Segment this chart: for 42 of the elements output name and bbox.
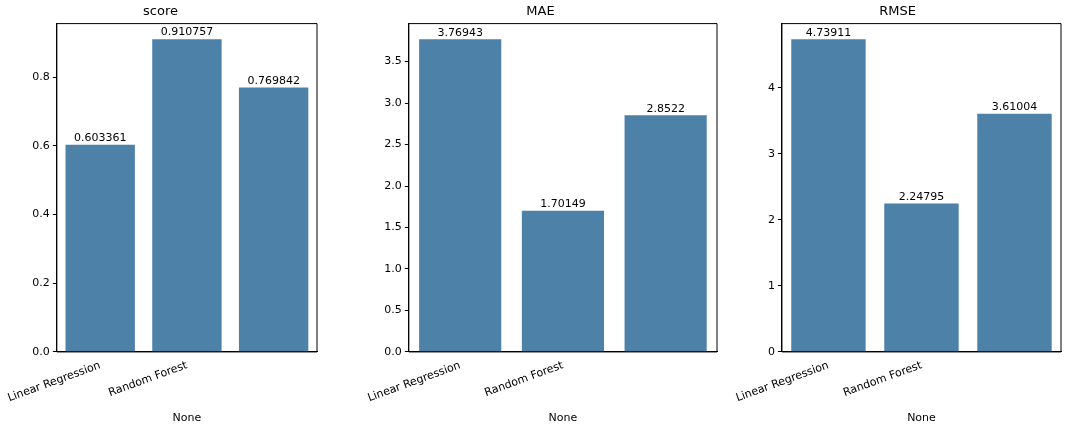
bar xyxy=(521,210,605,352)
y-tick-label: 0.2 xyxy=(32,276,50,290)
data-label: 2.24795 xyxy=(898,189,945,203)
y-tick-label: 1.0 xyxy=(384,261,402,275)
chart-title: RMSE xyxy=(879,3,916,19)
y-tick-label: 2.0 xyxy=(384,178,402,192)
y-tick-label: 3.5 xyxy=(384,54,402,68)
y-tick-label: 0.4 xyxy=(32,207,50,221)
data-label: 0.603361 xyxy=(73,131,127,145)
data-label: 0.769842 xyxy=(247,73,300,87)
chart-title: MAE xyxy=(526,3,555,19)
data-label: 1.70149 xyxy=(540,197,586,211)
bar xyxy=(624,115,707,352)
y-tick-label: 1.5 xyxy=(384,220,402,234)
y-tick-label: 0.5 xyxy=(384,303,402,317)
data-label: 4.73911 xyxy=(805,25,852,39)
y-tick-label: 0 xyxy=(767,344,775,358)
bar xyxy=(884,203,959,352)
y-tick-label: 3 xyxy=(767,146,775,160)
bar xyxy=(977,113,1052,352)
data-label: 3.76943 xyxy=(437,25,483,39)
x-axis-title: None xyxy=(548,411,578,425)
y-tick-label: 0.0 xyxy=(32,344,50,358)
x-axis-title: None xyxy=(907,411,937,425)
y-tick-label: 0.8 xyxy=(32,70,50,84)
y-tick-label: 0.0 xyxy=(384,344,402,358)
bar xyxy=(419,39,502,352)
bar xyxy=(238,87,309,352)
y-tick-label: 2.5 xyxy=(384,137,402,151)
bar xyxy=(65,144,135,352)
y-tick-label: 2 xyxy=(767,212,775,226)
bar xyxy=(791,39,866,352)
data-label: 0.910757 xyxy=(160,25,214,39)
chart-title: score xyxy=(143,3,178,19)
x-axis-title: None xyxy=(172,411,202,425)
bar xyxy=(152,39,222,352)
data-label: 2.8522 xyxy=(646,101,685,115)
data-label: 3.61004 xyxy=(991,100,1038,114)
y-tick-label: 0.6 xyxy=(32,138,50,152)
y-tick-label: 3.0 xyxy=(384,95,402,109)
y-tick-label: 4 xyxy=(767,80,775,94)
y-tick-label: 1 xyxy=(767,278,775,292)
